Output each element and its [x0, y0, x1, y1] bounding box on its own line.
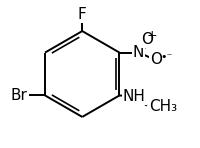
Text: Br: Br [10, 88, 27, 103]
Text: •⁻: •⁻ [161, 52, 173, 62]
Text: O: O [141, 32, 153, 47]
Text: NH: NH [123, 89, 146, 104]
Text: O: O [150, 52, 162, 67]
Text: N: N [133, 45, 144, 60]
Text: +: + [147, 29, 158, 42]
Text: CH₃: CH₃ [149, 99, 177, 114]
Text: F: F [78, 7, 87, 22]
